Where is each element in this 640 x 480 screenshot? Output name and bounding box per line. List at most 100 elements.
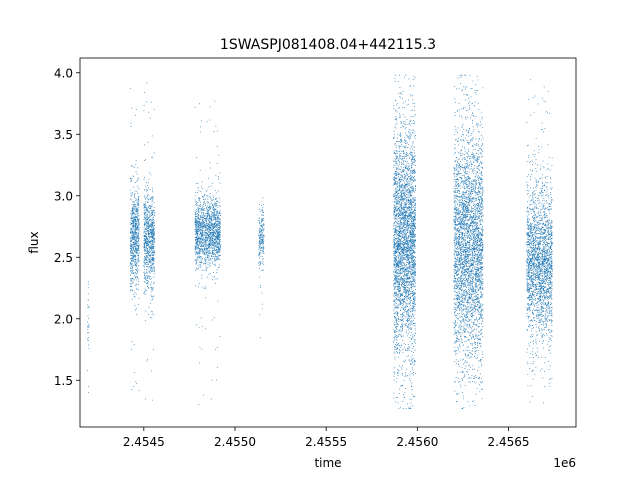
data-point [202, 242, 204, 244]
data-point [258, 220, 260, 221]
data-point [206, 224, 208, 226]
data-point [135, 232, 137, 233]
data-point [409, 315, 410, 317]
data-point [218, 246, 219, 248]
data-point [130, 349, 132, 351]
data-point [198, 209, 199, 211]
data-point [204, 224, 206, 226]
data-point [404, 165, 406, 167]
data-point [143, 204, 145, 205]
data-point [409, 94, 411, 96]
data-point [408, 237, 409, 239]
data-point [408, 297, 410, 299]
data-point [413, 123, 414, 124]
data-point [201, 245, 203, 247]
data-point [151, 287, 152, 289]
data-point [398, 408, 400, 409]
data-point [136, 249, 138, 251]
data-point [138, 244, 140, 246]
data-point [150, 197, 152, 199]
data-point [131, 249, 133, 251]
data-point [399, 352, 400, 354]
data-point [154, 241, 155, 243]
data-point [219, 209, 221, 211]
data-point [136, 234, 137, 236]
data-point [395, 311, 397, 313]
data-point [400, 255, 402, 257]
data-point [393, 309, 395, 311]
data-point [218, 218, 220, 219]
data-point [194, 221, 196, 222]
data-point [261, 230, 263, 231]
data-point [145, 242, 146, 244]
data-point [148, 233, 150, 235]
data-point [412, 291, 414, 293]
data-point [146, 232, 147, 234]
data-point [197, 192, 198, 193]
data-point [150, 206, 152, 208]
data-point [130, 285, 131, 287]
data-point [207, 218, 209, 220]
data-point [209, 241, 211, 243]
data-point [397, 296, 399, 298]
data-point [138, 219, 140, 221]
data-point [151, 370, 152, 372]
data-point [136, 246, 138, 248]
data-point [411, 367, 413, 369]
data-point [404, 280, 406, 282]
data-point [136, 314, 138, 315]
data-point [406, 174, 408, 176]
data-point [409, 268, 411, 270]
data-point [211, 226, 213, 228]
data-point [199, 261, 201, 263]
data-point [411, 393, 413, 395]
data-point [149, 172, 150, 174]
data-point [411, 382, 413, 384]
data-point [399, 195, 401, 197]
data-point [132, 280, 133, 282]
data-point [151, 317, 153, 319]
data-point [149, 242, 150, 244]
data-point [400, 241, 401, 242]
data-point [198, 219, 200, 221]
data-point [214, 218, 216, 220]
data-point [218, 255, 220, 257]
data-point [405, 214, 406, 215]
data-point [396, 344, 398, 346]
data-point [149, 189, 151, 191]
data-point [258, 245, 260, 247]
data-point [151, 248, 153, 249]
data-point [130, 250, 131, 252]
data-point [147, 198, 149, 200]
data-point [147, 207, 149, 208]
data-point [407, 320, 408, 321]
data-point [407, 290, 409, 292]
data-point [406, 194, 408, 196]
data-point [212, 212, 214, 214]
data-point [130, 245, 132, 247]
data-point [393, 282, 395, 284]
data-point [258, 263, 260, 265]
data-point [153, 239, 155, 241]
data-point [215, 251, 217, 253]
data-point [198, 197, 200, 198]
data-point [130, 278, 132, 279]
data-point [144, 248, 146, 250]
data-point [396, 293, 397, 295]
data-point [218, 247, 219, 249]
data-point [405, 249, 407, 251]
data-point [138, 233, 139, 235]
data-point [405, 408, 407, 409]
data-point [215, 210, 217, 212]
data-point [137, 208, 138, 210]
data-point [200, 256, 202, 258]
data-point [197, 210, 199, 211]
data-point [147, 249, 148, 251]
data-point [152, 240, 153, 242]
data-point [402, 242, 404, 244]
data-point [402, 188, 404, 190]
data-point [136, 241, 138, 243]
data-point [133, 234, 134, 235]
data-point [214, 256, 216, 258]
data-point [148, 270, 150, 272]
